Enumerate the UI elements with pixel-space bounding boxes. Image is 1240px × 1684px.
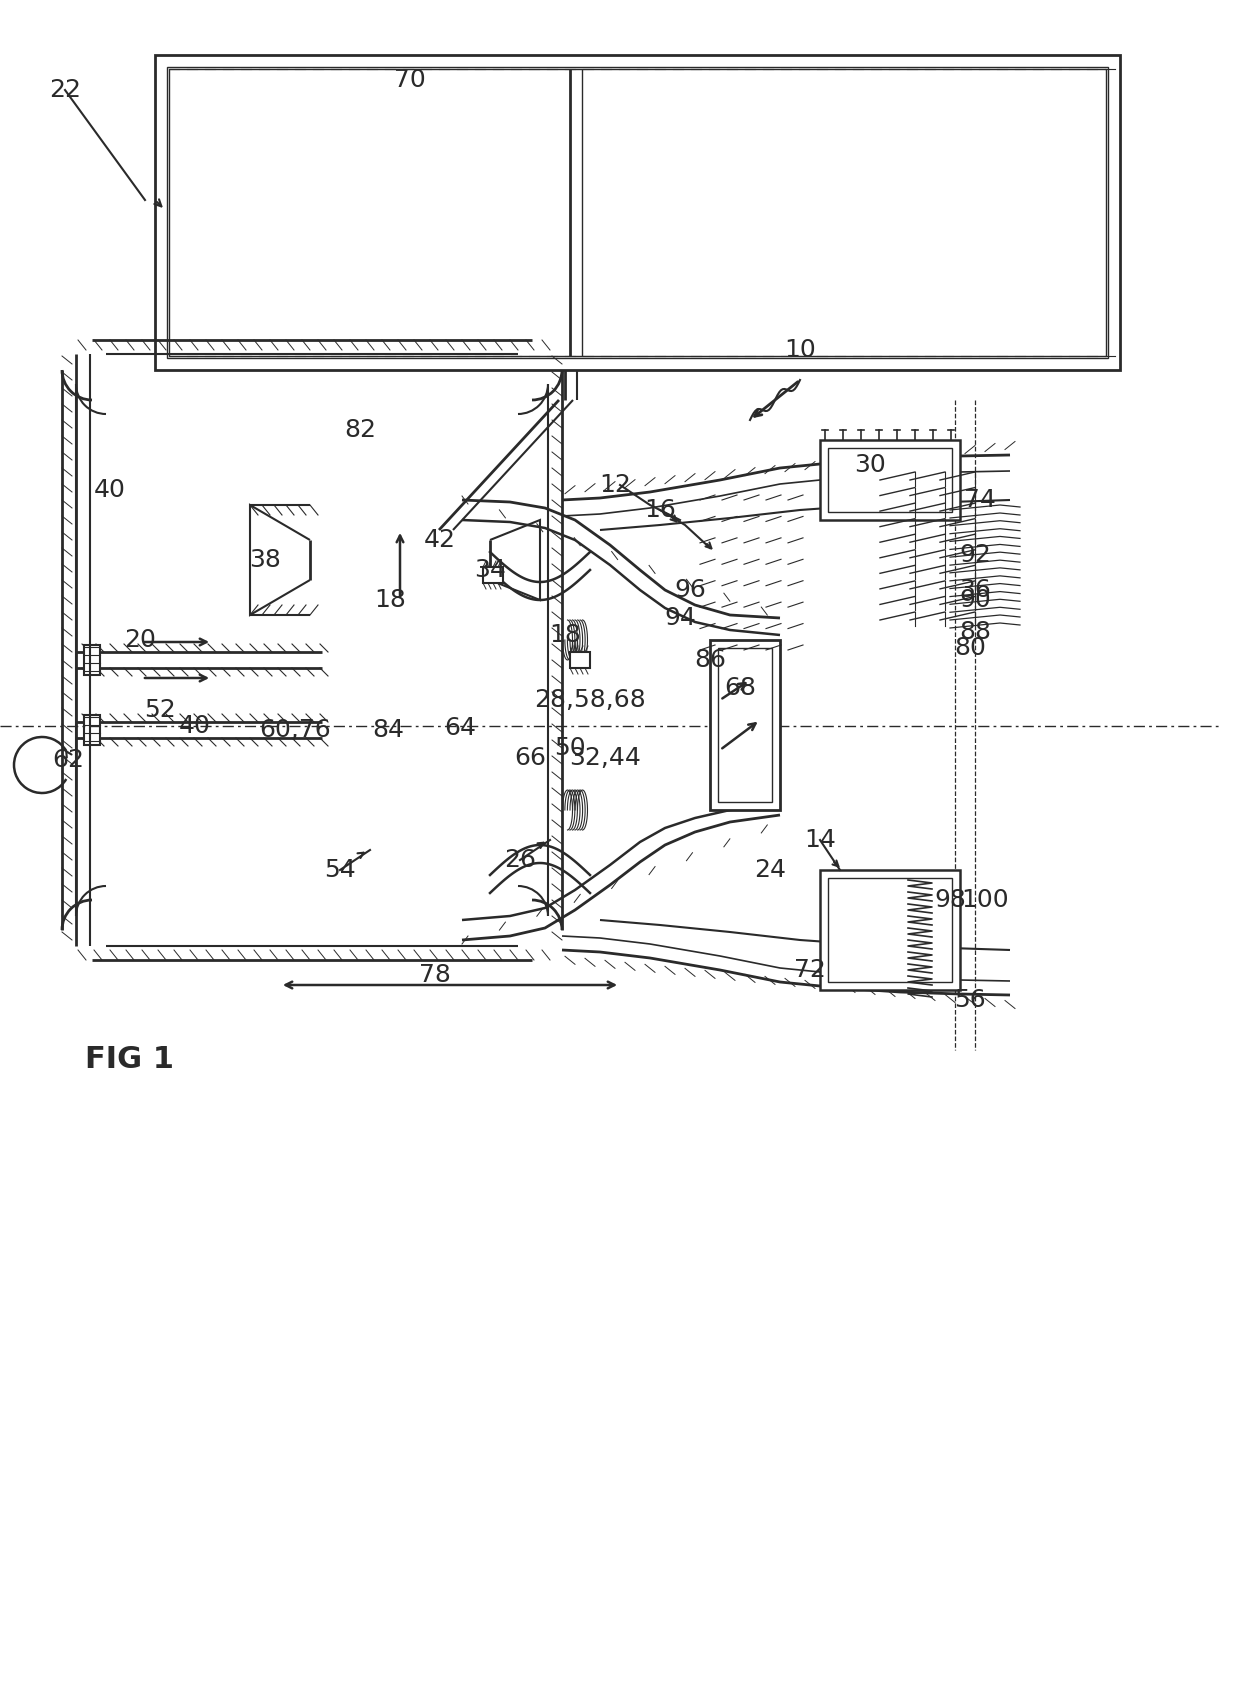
- Bar: [718, 648, 773, 802]
- Bar: [155, 56, 1120, 370]
- Text: 94: 94: [665, 606, 696, 630]
- Text: 60,76: 60,76: [259, 717, 331, 743]
- Bar: [167, 67, 1109, 359]
- Text: 40: 40: [94, 478, 126, 502]
- Bar: [828, 877, 952, 982]
- Text: 18: 18: [374, 588, 405, 611]
- Bar: [828, 448, 952, 512]
- Text: 34: 34: [474, 557, 506, 583]
- Text: 92: 92: [959, 542, 991, 568]
- Text: 78: 78: [419, 963, 451, 987]
- Text: 14: 14: [804, 829, 836, 852]
- Text: 72: 72: [794, 958, 826, 982]
- Text: 52: 52: [144, 697, 176, 722]
- Bar: [169, 69, 1106, 355]
- Text: 66: 66: [515, 746, 546, 770]
- Text: 26: 26: [503, 849, 536, 872]
- Text: 64: 64: [444, 716, 476, 739]
- Bar: [820, 440, 960, 520]
- Text: 84: 84: [372, 717, 404, 743]
- Bar: [484, 568, 503, 583]
- Text: 74: 74: [963, 488, 996, 512]
- Text: 70: 70: [394, 67, 425, 93]
- Text: 80: 80: [954, 637, 986, 660]
- Text: 20: 20: [124, 628, 156, 652]
- Text: 98: 98: [934, 887, 966, 913]
- Bar: [84, 716, 100, 744]
- Bar: [820, 871, 960, 990]
- Text: 86: 86: [694, 648, 725, 672]
- Text: 24: 24: [754, 859, 786, 882]
- Text: 10: 10: [784, 338, 816, 362]
- Text: 38: 38: [249, 547, 281, 573]
- Text: 96: 96: [675, 578, 706, 601]
- Text: 36: 36: [959, 578, 991, 601]
- Text: 28,58,68: 28,58,68: [534, 689, 646, 712]
- Bar: [711, 640, 780, 810]
- Text: 90: 90: [959, 588, 991, 611]
- Text: 22: 22: [50, 77, 81, 103]
- Text: 42: 42: [424, 529, 456, 552]
- Text: 18: 18: [549, 623, 580, 647]
- Text: FIG 1: FIG 1: [86, 1046, 174, 1074]
- Text: 62: 62: [52, 748, 84, 771]
- Text: 54: 54: [324, 859, 356, 882]
- Text: 12: 12: [599, 473, 631, 497]
- Text: 68: 68: [724, 675, 756, 701]
- Text: 82: 82: [343, 418, 376, 441]
- Text: 40: 40: [179, 714, 211, 738]
- Text: 16: 16: [644, 498, 676, 522]
- Text: 30: 30: [854, 453, 885, 477]
- Text: 88: 88: [959, 620, 991, 643]
- Bar: [570, 652, 590, 669]
- Text: 56: 56: [954, 989, 986, 1012]
- Text: 32,44: 32,44: [569, 746, 641, 770]
- Text: 100: 100: [961, 887, 1009, 913]
- Text: 50: 50: [554, 736, 585, 759]
- Bar: [84, 645, 100, 675]
